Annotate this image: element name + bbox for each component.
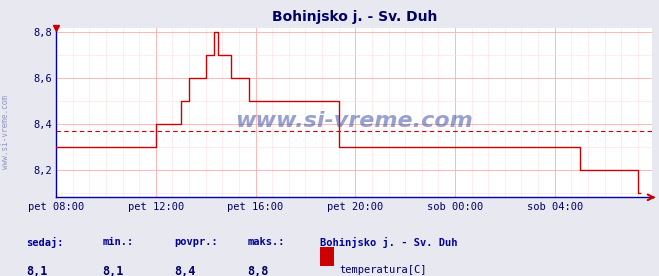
Text: 8,1: 8,1 <box>26 265 47 276</box>
Text: temperatura[C]: temperatura[C] <box>339 265 427 275</box>
Text: min.:: min.: <box>102 237 133 247</box>
Text: sedaj:: sedaj: <box>26 237 64 248</box>
Text: maks.:: maks.: <box>247 237 285 247</box>
Text: povpr.:: povpr.: <box>175 237 218 247</box>
Text: www.si-vreme.com: www.si-vreme.com <box>1 95 10 169</box>
Text: Bohinjsko j. - Sv. Duh: Bohinjsko j. - Sv. Duh <box>320 237 457 248</box>
Text: 8,4: 8,4 <box>175 265 196 276</box>
Text: 8,8: 8,8 <box>247 265 268 276</box>
Text: www.si-vreme.com: www.si-vreme.com <box>235 111 473 131</box>
Title: Bohinjsko j. - Sv. Duh: Bohinjsko j. - Sv. Duh <box>272 10 437 24</box>
Text: 8,1: 8,1 <box>102 265 123 276</box>
